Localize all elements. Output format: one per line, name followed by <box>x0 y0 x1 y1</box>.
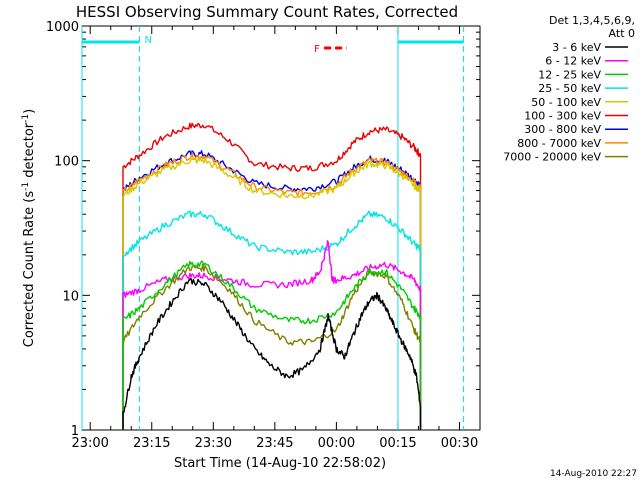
legend-entry-label: 50 - 100 keV <box>531 96 601 109</box>
series-layer <box>122 122 422 430</box>
x-tick-label: 00:15 <box>379 436 416 451</box>
legend-entry-label: 7000 - 20000 keV <box>503 151 601 164</box>
x-tick-label: 00:00 <box>318 436 355 451</box>
y-axis-label-main: Corrected Count Rate (s <box>22 191 37 348</box>
legend-entry-label: 300 - 800 keV <box>524 123 601 136</box>
y-axis-label: Corrected Count Rate (s-1 detector-1) <box>21 109 37 347</box>
y-tick-label: 100 <box>54 155 79 170</box>
legend-entry-label: 100 - 300 keV <box>524 110 601 123</box>
x-tick-label: 23:30 <box>195 436 232 451</box>
series-line-12-25-keV <box>122 260 422 430</box>
y-tick-label: 1000 <box>46 20 79 35</box>
series-line-7000-20000-keV <box>122 263 422 430</box>
series-line-6-12-keV <box>122 240 422 430</box>
legend-entry-label: 800 - 7000 keV <box>517 137 601 150</box>
chart-title: HESSI Observing Summary Count Rates, Cor… <box>76 3 458 21</box>
x-tick-label: 23:15 <box>133 436 170 451</box>
date-stamp: 14-Aug-2010 22:27 <box>550 469 637 479</box>
x-axis-ticks: 23:00 23:15 23:30 23:45 00:00 00:15 00:30 <box>71 26 481 451</box>
legend-entry-label: 12 - 25 keV <box>538 68 601 81</box>
x-tick-label: 00:30 <box>441 436 478 451</box>
legend-header-line1: Det 1,3,4,5,6,9, <box>549 14 635 27</box>
legend-entry-label: 25 - 50 keV <box>538 82 601 95</box>
series-line-100-300-keV <box>122 122 422 430</box>
y-axis-label-sup2: -1 <box>21 114 31 123</box>
x-tick-label: 23:45 <box>256 436 293 451</box>
series-line-800-7000-keV <box>122 152 422 430</box>
y-axis-label-sup1: -1 <box>21 182 31 191</box>
observing-markers: NF <box>81 26 465 430</box>
legend-entry-label: 3 - 6 keV <box>552 41 601 54</box>
night-marker-label: N <box>144 35 151 46</box>
y-axis-label-mid: detector <box>22 122 37 182</box>
y-axis-ticks: 1 10 100 1000 <box>46 20 480 439</box>
x-axis-label: Start Time (14-Aug-10 22:58:02) <box>174 456 386 471</box>
y-tick-label: 10 <box>62 289 79 304</box>
flare-marker-label: F <box>314 44 320 55</box>
series-line-3-6-keV <box>122 277 422 430</box>
series-line-50-100-keV <box>122 157 422 430</box>
y-axis-label-end: ) <box>22 109 37 114</box>
y-tick-label: 1 <box>71 424 79 439</box>
legend-entry-label: 6 - 12 keV <box>545 55 601 68</box>
x-tick-label: 23:00 <box>71 436 108 451</box>
series-line-25-50-keV <box>122 210 422 430</box>
legend-header-line2: Att 0 <box>609 27 635 40</box>
